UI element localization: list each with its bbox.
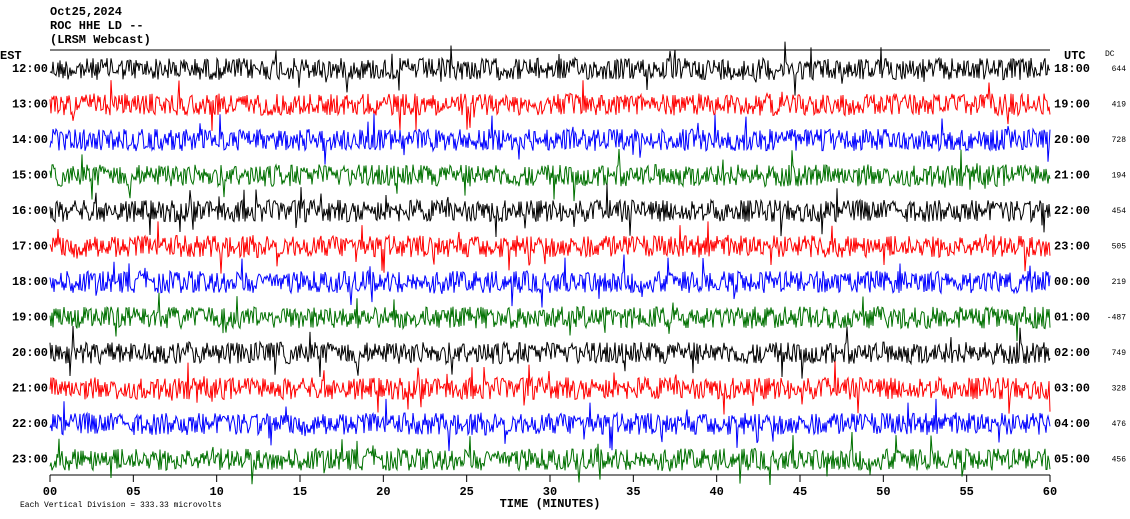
est-label: 22:00 <box>12 417 48 431</box>
x-tick-label: 00 <box>43 485 57 499</box>
dc-value: 476 <box>1112 420 1127 429</box>
trace <box>49 41 1051 96</box>
dc-value: -487 <box>1107 314 1126 323</box>
utc-label: 04:00 <box>1054 417 1090 431</box>
trace <box>49 325 1051 379</box>
traces <box>49 41 1051 486</box>
footnote: Each Vertical Division = 333.33 microvol… <box>20 501 222 510</box>
title-line: ROC HHE LD -- <box>50 19 144 33</box>
dc-value: 749 <box>1112 349 1127 358</box>
est-label: 17:00 <box>12 240 48 254</box>
dc-value: 419 <box>1112 101 1127 110</box>
x-tick-label: 55 <box>959 485 973 499</box>
dc-value: 328 <box>1112 385 1127 394</box>
utc-label: 20:00 <box>1054 133 1090 147</box>
trace <box>49 113 1051 165</box>
dc-value: 456 <box>1112 456 1127 465</box>
dc-value: 219 <box>1112 278 1127 287</box>
x-tick-label: 40 <box>709 485 723 499</box>
x-axis-label: TIME (MINUTES) <box>500 497 601 511</box>
est-label: 13:00 <box>12 98 48 112</box>
x-tick-label: 50 <box>876 485 890 499</box>
utc-label: 18:00 <box>1054 62 1090 76</box>
utc-label: 01:00 <box>1054 311 1090 325</box>
utc-label: 05:00 <box>1054 453 1090 467</box>
est-label: 19:00 <box>12 311 48 325</box>
est-label: 16:00 <box>12 204 48 218</box>
trace <box>49 148 1051 202</box>
trace <box>49 183 1051 238</box>
x-tick-label: 05 <box>126 485 140 499</box>
trace <box>49 398 1051 452</box>
x-tick-label: 10 <box>209 485 223 499</box>
utc-label: 03:00 <box>1054 382 1090 396</box>
right-axis-title: UTC <box>1064 49 1086 63</box>
title-line: Oct25,2024 <box>50 5 122 19</box>
est-label: 14:00 <box>12 133 48 147</box>
dc-value: 644 <box>1112 65 1127 74</box>
x-tick-label: 60 <box>1043 485 1057 499</box>
est-label: 12:00 <box>12 62 48 76</box>
dc-value: 505 <box>1112 243 1127 252</box>
x-tick-label: 20 <box>376 485 390 499</box>
utc-label: 00:00 <box>1054 275 1090 289</box>
title-line: (LRSM Webcast) <box>50 33 151 47</box>
trace <box>49 361 1051 415</box>
trace <box>49 80 1051 131</box>
est-label: 23:00 <box>12 453 48 467</box>
x-tick-label: 35 <box>626 485 640 499</box>
utc-label: 19:00 <box>1054 98 1090 112</box>
x-tick-label: 15 <box>293 485 307 499</box>
trace <box>49 292 1051 342</box>
est-label: 15:00 <box>12 169 48 183</box>
x-tick-label: 45 <box>793 485 807 499</box>
left-axis-title: EST <box>0 49 22 63</box>
utc-label: 21:00 <box>1054 169 1090 183</box>
dc-value: 194 <box>1112 172 1127 181</box>
trace <box>49 431 1051 486</box>
x-tick-label: 25 <box>459 485 473 499</box>
est-label: 21:00 <box>12 382 48 396</box>
x-tick-label: 30 <box>543 485 557 499</box>
est-label: 18:00 <box>12 275 48 289</box>
trace <box>49 254 1051 308</box>
est-label: 20:00 <box>12 346 48 360</box>
utc-label: 22:00 <box>1054 204 1090 218</box>
utc-label: 23:00 <box>1054 240 1090 254</box>
trace <box>49 221 1051 274</box>
dc-value: 454 <box>1112 207 1127 216</box>
dc-title: DC <box>1105 50 1115 59</box>
dc-value: 728 <box>1112 136 1127 145</box>
utc-label: 02:00 <box>1054 346 1090 360</box>
